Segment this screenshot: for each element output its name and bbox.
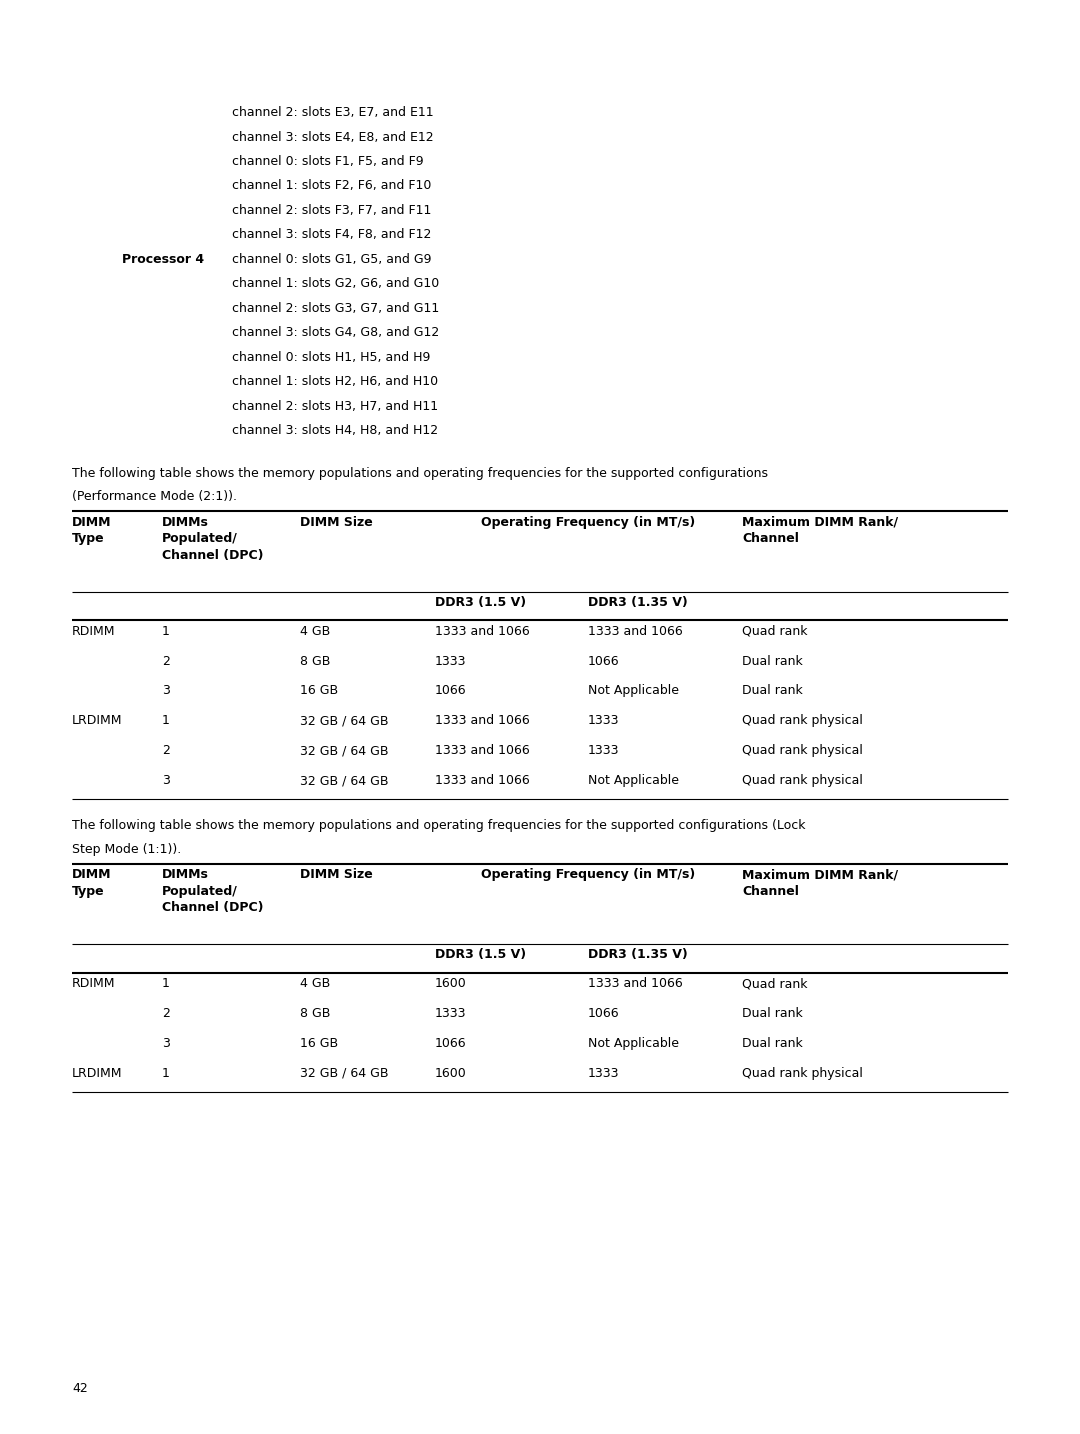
Text: Step Mode (1:1)).: Step Mode (1:1)). xyxy=(72,843,181,856)
Text: LRDIMM: LRDIMM xyxy=(72,1067,122,1080)
Text: 1333: 1333 xyxy=(588,744,620,757)
Text: Not Applicable: Not Applicable xyxy=(588,684,679,697)
Text: DIMMs
Populated/
Channel (DPC): DIMMs Populated/ Channel (DPC) xyxy=(162,868,264,913)
Text: 42: 42 xyxy=(72,1382,87,1395)
Text: Quad rank physical: Quad rank physical xyxy=(742,744,863,757)
Text: DIMM Size: DIMM Size xyxy=(300,868,373,880)
Text: DIMM Size: DIMM Size xyxy=(300,516,373,529)
Text: 3: 3 xyxy=(162,774,170,787)
Text: 1: 1 xyxy=(162,714,170,727)
Text: Maximum DIMM Rank/
Channel: Maximum DIMM Rank/ Channel xyxy=(742,868,899,898)
Text: Dual rank: Dual rank xyxy=(742,1007,802,1020)
Text: Quad rank: Quad rank xyxy=(742,977,808,989)
Text: Quad rank physical: Quad rank physical xyxy=(742,714,863,727)
Text: DDR3 (1.35 V): DDR3 (1.35 V) xyxy=(588,948,688,961)
Text: DIMM
Type: DIMM Type xyxy=(72,868,111,898)
Text: channel 2: slots F3, F7, and F11: channel 2: slots F3, F7, and F11 xyxy=(232,204,431,217)
Text: channel 0: slots F1, F5, and F9: channel 0: slots F1, F5, and F9 xyxy=(232,155,423,168)
Text: channel 3: slots G4, G8, and G12: channel 3: slots G4, G8, and G12 xyxy=(232,327,440,340)
Text: 16 GB: 16 GB xyxy=(300,1037,338,1050)
Text: 1333 and 1066: 1333 and 1066 xyxy=(435,714,530,727)
Text: 32 GB / 64 GB: 32 GB / 64 GB xyxy=(300,714,389,727)
Text: Dual rank: Dual rank xyxy=(742,684,802,697)
Text: Not Applicable: Not Applicable xyxy=(588,1037,679,1050)
Text: The following table shows the memory populations and operating frequencies for t: The following table shows the memory pop… xyxy=(72,467,768,480)
Text: channel 1: slots G2, G6, and G10: channel 1: slots G2, G6, and G10 xyxy=(232,278,440,291)
Text: channel 1: slots H2, H6, and H10: channel 1: slots H2, H6, and H10 xyxy=(232,376,438,389)
Text: Dual rank: Dual rank xyxy=(742,1037,802,1050)
Text: 1333: 1333 xyxy=(588,714,620,727)
Text: Not Applicable: Not Applicable xyxy=(588,774,679,787)
Text: 8 GB: 8 GB xyxy=(300,1007,330,1020)
Text: channel 2: slots H3, H7, and H11: channel 2: slots H3, H7, and H11 xyxy=(232,400,438,413)
Text: 1333: 1333 xyxy=(588,1067,620,1080)
Text: 2: 2 xyxy=(162,744,170,757)
Text: 1333 and 1066: 1333 and 1066 xyxy=(435,744,530,757)
Text: channel 2: slots G3, G7, and G11: channel 2: slots G3, G7, and G11 xyxy=(232,303,440,315)
Text: 32 GB / 64 GB: 32 GB / 64 GB xyxy=(300,774,389,787)
Text: channel 2: slots E3, E7, and E11: channel 2: slots E3, E7, and E11 xyxy=(232,106,434,119)
Text: Operating Frequency (in MT/s): Operating Frequency (in MT/s) xyxy=(482,868,696,880)
Text: 8 GB: 8 GB xyxy=(300,654,330,667)
Text: 1066: 1066 xyxy=(588,654,620,667)
Text: channel 3: slots F4, F8, and F12: channel 3: slots F4, F8, and F12 xyxy=(232,228,431,241)
Text: 4 GB: 4 GB xyxy=(300,977,330,989)
Text: DDR3 (1.5 V): DDR3 (1.5 V) xyxy=(435,948,526,961)
Text: 32 GB / 64 GB: 32 GB / 64 GB xyxy=(300,1067,389,1080)
Text: LRDIMM: LRDIMM xyxy=(72,714,122,727)
Text: The following table shows the memory populations and operating frequencies for t: The following table shows the memory pop… xyxy=(72,819,806,833)
Text: 32 GB / 64 GB: 32 GB / 64 GB xyxy=(300,744,389,757)
Text: 1: 1 xyxy=(162,977,170,989)
Text: 1: 1 xyxy=(162,625,170,638)
Text: 1600: 1600 xyxy=(435,977,467,989)
Text: DIMM
Type: DIMM Type xyxy=(72,516,111,545)
Text: (Performance Mode (2:1)).: (Performance Mode (2:1)). xyxy=(72,490,237,503)
Text: DDR3 (1.5 V): DDR3 (1.5 V) xyxy=(435,597,526,609)
Text: Quad rank physical: Quad rank physical xyxy=(742,1067,863,1080)
Text: 1333: 1333 xyxy=(435,1007,467,1020)
Text: channel 0: slots G1, G5, and G9: channel 0: slots G1, G5, and G9 xyxy=(232,252,432,265)
Text: Operating Frequency (in MT/s): Operating Frequency (in MT/s) xyxy=(482,516,696,529)
Text: DIMMs
Populated/
Channel (DPC): DIMMs Populated/ Channel (DPC) xyxy=(162,516,264,562)
Text: Processor 4: Processor 4 xyxy=(122,252,204,265)
Text: 1066: 1066 xyxy=(588,1007,620,1020)
Text: 1333 and 1066: 1333 and 1066 xyxy=(435,774,530,787)
Text: 1066: 1066 xyxy=(435,1037,467,1050)
Text: Quad rank physical: Quad rank physical xyxy=(742,774,863,787)
Text: 4 GB: 4 GB xyxy=(300,625,330,638)
Text: 3: 3 xyxy=(162,1037,170,1050)
Text: 1: 1 xyxy=(162,1067,170,1080)
Text: 1066: 1066 xyxy=(435,684,467,697)
Text: channel 0: slots H1, H5, and H9: channel 0: slots H1, H5, and H9 xyxy=(232,351,430,364)
Text: RDIMM: RDIMM xyxy=(72,977,116,989)
Text: 2: 2 xyxy=(162,654,170,667)
Text: RDIMM: RDIMM xyxy=(72,625,116,638)
Text: Quad rank: Quad rank xyxy=(742,625,808,638)
Text: 1333 and 1066: 1333 and 1066 xyxy=(435,625,530,638)
Text: 3: 3 xyxy=(162,684,170,697)
Text: Dual rank: Dual rank xyxy=(742,654,802,667)
Text: channel 3: slots H4, H8, and H12: channel 3: slots H4, H8, and H12 xyxy=(232,424,438,437)
Text: channel 3: slots E4, E8, and E12: channel 3: slots E4, E8, and E12 xyxy=(232,130,434,143)
Text: DDR3 (1.35 V): DDR3 (1.35 V) xyxy=(588,597,688,609)
Text: 1600: 1600 xyxy=(435,1067,467,1080)
Text: Maximum DIMM Rank/
Channel: Maximum DIMM Rank/ Channel xyxy=(742,516,899,545)
Text: 1333 and 1066: 1333 and 1066 xyxy=(588,625,683,638)
Text: channel 1: slots F2, F6, and F10: channel 1: slots F2, F6, and F10 xyxy=(232,179,431,192)
Text: 2: 2 xyxy=(162,1007,170,1020)
Text: 16 GB: 16 GB xyxy=(300,684,338,697)
Text: 1333: 1333 xyxy=(435,654,467,667)
Text: 1333 and 1066: 1333 and 1066 xyxy=(588,977,683,989)
